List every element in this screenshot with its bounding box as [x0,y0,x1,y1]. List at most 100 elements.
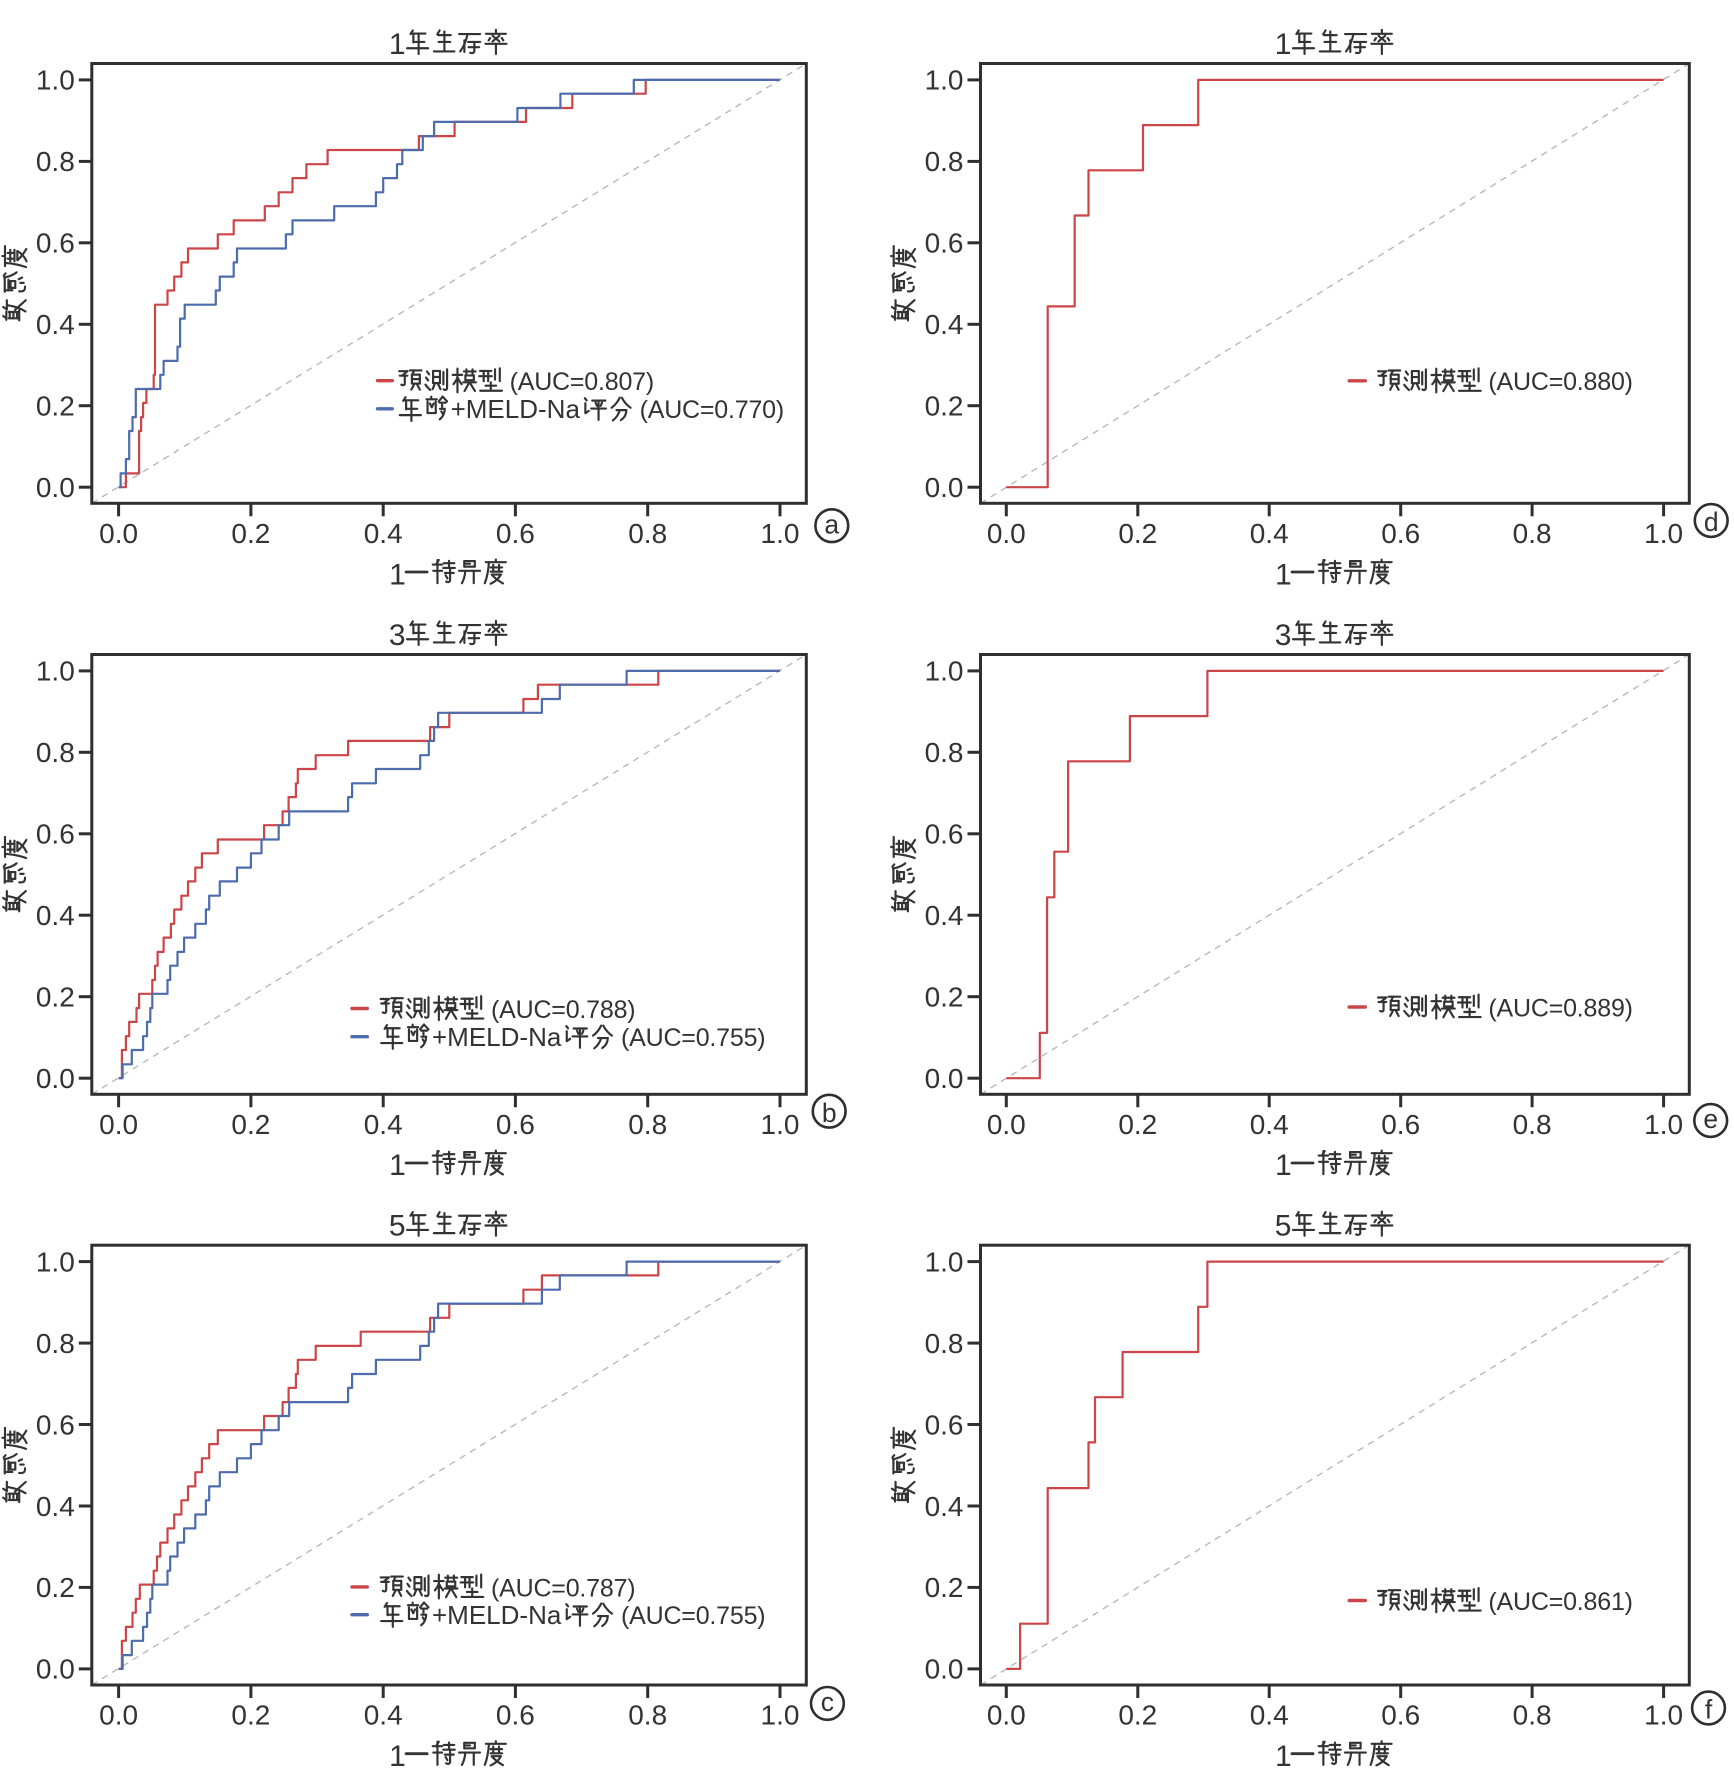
svg-text:0.2: 0.2 [925,1572,964,1603]
svg-text:0.8: 0.8 [628,1109,667,1140]
svg-text:0.2: 0.2 [925,982,964,1013]
svg-text:0.8: 0.8 [925,1328,964,1359]
svg-text:0.6: 0.6 [496,1109,535,1140]
svg-text:0.6: 0.6 [1381,1700,1420,1731]
svg-text:0.6: 0.6 [496,1700,535,1731]
svg-text:f: f [1705,1695,1713,1725]
svg-text:0.2: 0.2 [36,1572,75,1603]
svg-text:0.4: 0.4 [36,309,75,340]
svg-text:0.6: 0.6 [36,819,75,850]
svg-text:0.2: 0.2 [36,391,75,422]
svg-text:0.0: 0.0 [99,518,138,549]
svg-text:0.0: 0.0 [99,1700,138,1731]
svg-text:0.2: 0.2 [36,982,75,1013]
svg-text:0.6: 0.6 [36,1409,75,1440]
svg-text:0.4: 0.4 [925,309,964,340]
svg-text:(AUC=0.755): (AUC=0.755) [621,1024,765,1052]
svg-text:0.8: 0.8 [1513,518,1552,549]
svg-text:0.2: 0.2 [231,1109,270,1140]
svg-text:0.0: 0.0 [36,1654,75,1685]
svg-text:0.4: 0.4 [1250,1700,1289,1731]
svg-text:(AUC=0.788): (AUC=0.788) [491,996,635,1024]
svg-text:1.0: 1.0 [925,65,964,96]
svg-text:0.8: 0.8 [36,146,75,177]
svg-text:0.0: 0.0 [987,518,1026,549]
svg-text:1: 1 [389,1149,406,1182]
svg-text:(AUC=0.787): (AUC=0.787) [491,1574,635,1602]
svg-text:1: 1 [1275,28,1292,61]
svg-text:0.4: 0.4 [364,518,403,549]
svg-text:0.4: 0.4 [36,1491,75,1522]
svg-text:1.0: 1.0 [1644,518,1683,549]
svg-text:3: 3 [389,619,406,652]
svg-text:1.0: 1.0 [36,65,75,96]
svg-text:0.2: 0.2 [231,518,270,549]
svg-text:0.2: 0.2 [231,1700,270,1731]
svg-text:1: 1 [389,28,406,61]
svg-text:0.6: 0.6 [36,228,75,259]
svg-text:5: 5 [389,1210,406,1243]
svg-text:0.2: 0.2 [925,391,964,422]
svg-text:0.6: 0.6 [925,819,964,850]
svg-text:c: c [821,1687,834,1717]
svg-text:+MELD-Na: +MELD-Na [432,1600,562,1630]
svg-text:0.6: 0.6 [925,228,964,259]
svg-text:1: 1 [1275,1740,1292,1773]
svg-text:+MELD-Na: +MELD-Na [432,1022,562,1052]
svg-text:0.0: 0.0 [987,1109,1026,1140]
svg-text:0.4: 0.4 [1250,518,1289,549]
svg-text:0.8: 0.8 [925,146,964,177]
svg-text:e: e [1703,1104,1718,1134]
svg-text:0.6: 0.6 [1381,1109,1420,1140]
svg-text:1.0: 1.0 [761,1700,800,1731]
svg-text:1.0: 1.0 [36,656,75,687]
svg-text:0.8: 0.8 [36,1328,75,1359]
svg-text:(AUC=0.807): (AUC=0.807) [510,368,654,396]
svg-text:0.0: 0.0 [36,1063,75,1094]
svg-text:0.0: 0.0 [987,1700,1026,1731]
svg-text:+MELD-Na: +MELD-Na [451,394,581,424]
svg-text:0.4: 0.4 [36,900,75,931]
svg-text:a: a [824,509,839,539]
svg-text:0.6: 0.6 [925,1409,964,1440]
svg-text:0.0: 0.0 [925,1654,964,1685]
svg-text:0.4: 0.4 [925,900,964,931]
svg-text:0.0: 0.0 [925,472,964,503]
svg-text:1.0: 1.0 [925,1246,964,1277]
svg-text:1.0: 1.0 [925,656,964,687]
svg-text:1: 1 [1275,1149,1292,1182]
svg-text:0.8: 0.8 [925,737,964,768]
svg-text:5: 5 [1275,1210,1292,1243]
svg-text:0.6: 0.6 [496,518,535,549]
svg-text:b: b [822,1098,837,1128]
svg-text:1: 1 [1275,558,1292,591]
svg-text:(AUC=0.889): (AUC=0.889) [1488,994,1632,1022]
svg-text:0.2: 0.2 [1118,1109,1157,1140]
svg-text:0.6: 0.6 [1381,518,1420,549]
svg-text:0.4: 0.4 [364,1700,403,1731]
svg-text:0.0: 0.0 [99,1109,138,1140]
svg-text:1: 1 [389,558,406,591]
svg-text:0.0: 0.0 [925,1063,964,1094]
svg-text:1.0: 1.0 [761,1109,800,1140]
svg-text:1: 1 [389,1740,406,1773]
svg-text:0.0: 0.0 [36,472,75,503]
svg-text:0.8: 0.8 [1513,1700,1552,1731]
svg-text:0.8: 0.8 [1513,1109,1552,1140]
svg-text:0.4: 0.4 [364,1109,403,1140]
svg-text:0.8: 0.8 [36,737,75,768]
svg-text:0.8: 0.8 [628,518,667,549]
svg-text:(AUC=0.770): (AUC=0.770) [640,396,784,424]
svg-text:0.4: 0.4 [925,1491,964,1522]
svg-text:0.2: 0.2 [1118,518,1157,549]
svg-text:1.0: 1.0 [1644,1109,1683,1140]
svg-text:1.0: 1.0 [1644,1700,1683,1731]
svg-text:0.8: 0.8 [628,1700,667,1731]
svg-text:(AUC=0.880): (AUC=0.880) [1488,368,1632,396]
svg-text:0.2: 0.2 [1118,1700,1157,1731]
svg-text:(AUC=0.861): (AUC=0.861) [1488,1588,1632,1616]
svg-text:d: d [1704,507,1719,537]
svg-text:3: 3 [1275,619,1292,652]
svg-text:1.0: 1.0 [36,1246,75,1277]
svg-text:(AUC=0.755): (AUC=0.755) [621,1602,765,1630]
